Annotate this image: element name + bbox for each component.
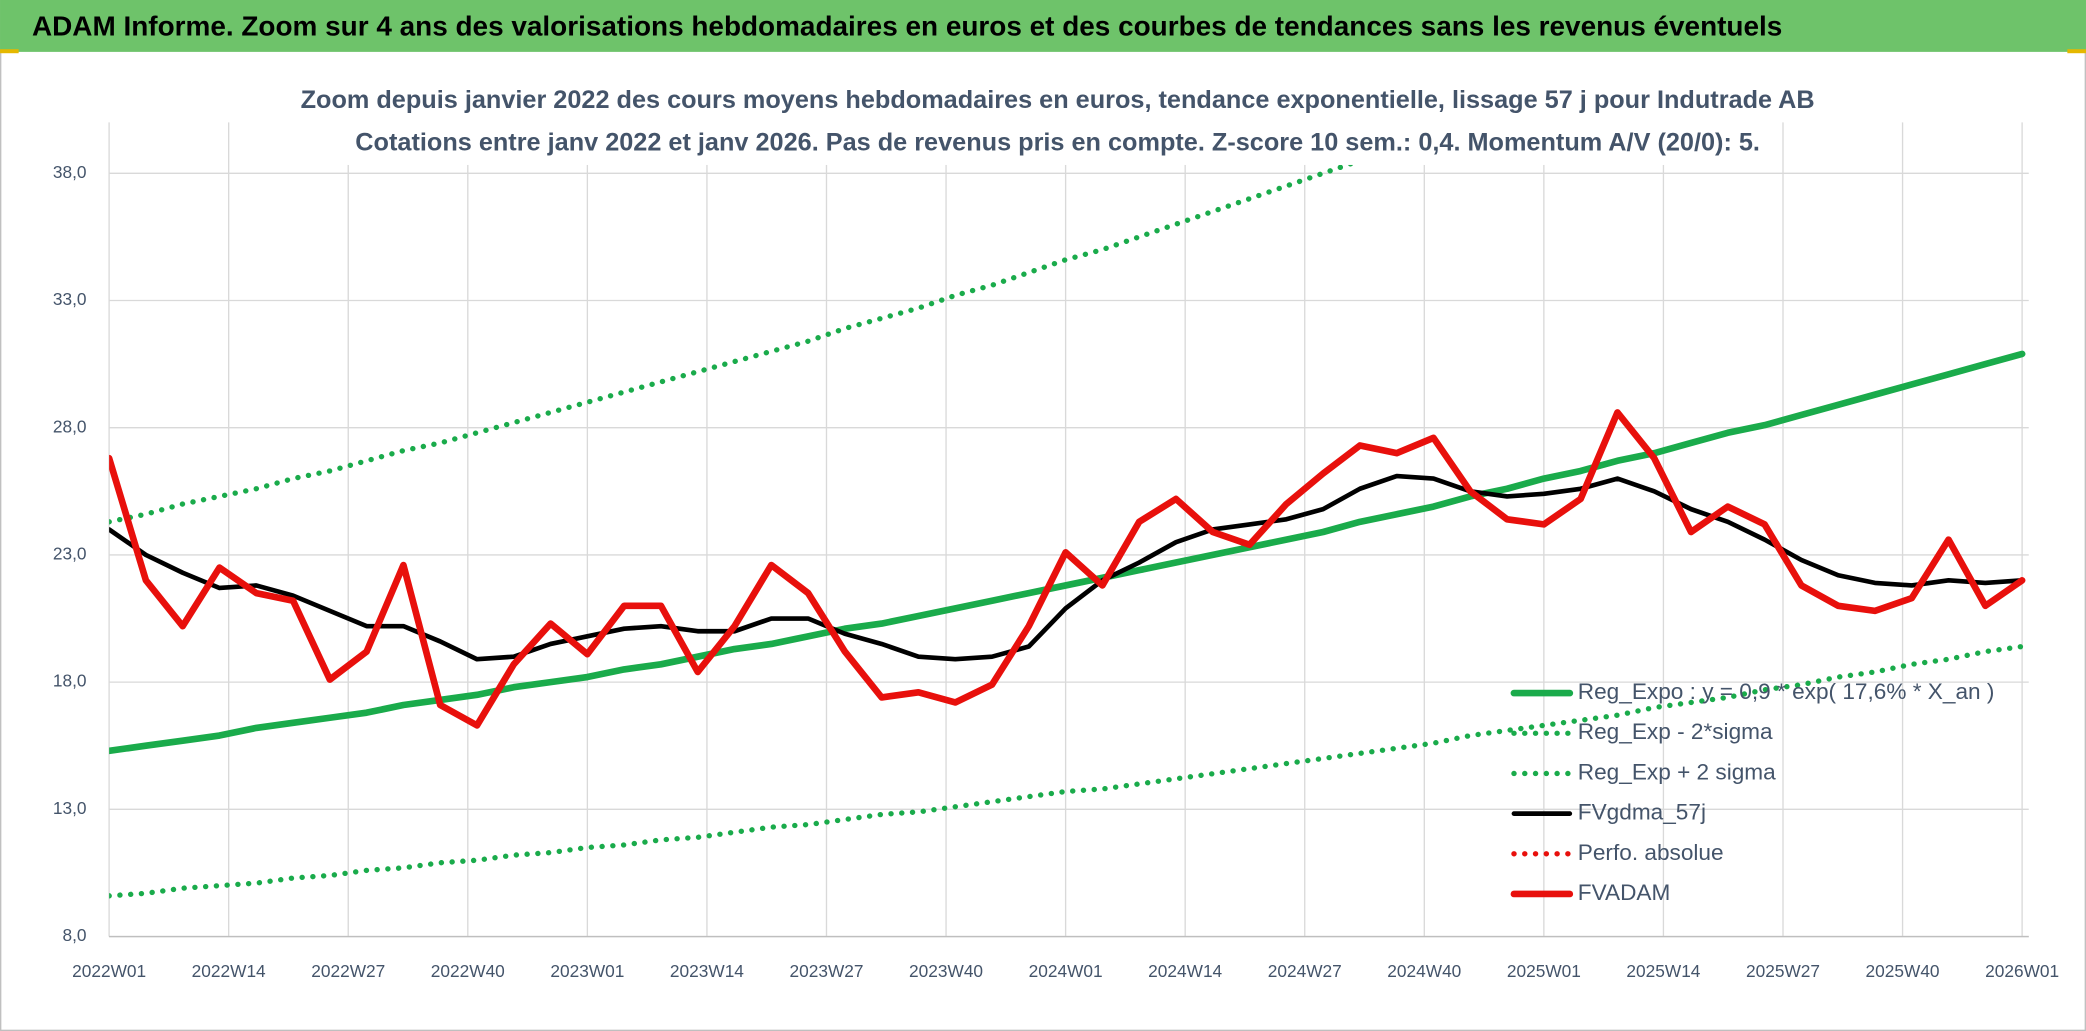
series-group (109, 122, 2026, 899)
x-tick-label: 2022W40 (431, 961, 505, 981)
series-line (109, 122, 1472, 525)
y-tick-label: 13,0 (53, 798, 87, 818)
series-line (109, 473, 2025, 662)
y-tick-label: 18,0 (53, 671, 87, 691)
x-tick-label: 2025W14 (1626, 961, 1700, 981)
x-tick-label: 2022W14 (192, 961, 266, 981)
y-tick-label: 8,0 (62, 925, 86, 945)
series-line (109, 409, 2026, 729)
y-tick-label: 23,0 (53, 543, 87, 563)
x-tick-label: 2024W01 (1029, 961, 1103, 981)
x-tick-label: 2024W14 (1148, 961, 1222, 981)
x-tick-label: 2023W14 (670, 961, 744, 981)
legend-label: Reg_Exp - 2*sigma (1578, 719, 1773, 744)
legend-label: Perfo. absolue (1578, 840, 1724, 865)
title-background (319, 79, 1770, 165)
x-tick-label: 2023W40 (909, 961, 983, 981)
x-tick-label: 2022W01 (72, 961, 146, 981)
legend-label: FVADAM (1578, 880, 1671, 905)
chart-subtitle: Cotations entre janv 2022 et janv 2026. … (355, 128, 1760, 156)
legend-label: Reg_Exp + 2 sigma (1578, 759, 1776, 784)
y-tick-label: 28,0 (53, 416, 87, 436)
header-accent (0, 49, 19, 54)
series-line (109, 350, 2026, 755)
series-line (109, 643, 2025, 899)
header-bar (0, 0, 2086, 52)
legend-label: Reg_Expo : y = 0,9 * exp( 17,6% * X_an ) (1578, 679, 1995, 704)
x-tick-label: 2025W27 (1746, 961, 1820, 981)
x-tick-label: 2024W27 (1268, 961, 1342, 981)
x-tick-label: 2022W27 (311, 961, 385, 981)
x-tick-label: 2023W01 (550, 961, 624, 981)
x-tick-label: 2026W01 (1985, 961, 2059, 981)
x-tick-label: 2023W27 (789, 961, 863, 981)
y-tick-label: 33,0 (53, 289, 87, 309)
y-tick-label: 38,0 (53, 162, 87, 182)
legend-label: FVgdma_57j (1578, 800, 1706, 825)
x-tick-label: 2025W40 (1866, 961, 1940, 981)
x-tick-label: 2025W01 (1507, 961, 1581, 981)
chart-title: Zoom depuis janvier 2022 des cours moyen… (301, 86, 1815, 114)
x-tick-label: 2024W40 (1387, 961, 1461, 981)
header-accent (2067, 49, 2086, 54)
page-title: ADAM Informe. Zoom sur 4 ans des valoris… (32, 10, 1782, 41)
